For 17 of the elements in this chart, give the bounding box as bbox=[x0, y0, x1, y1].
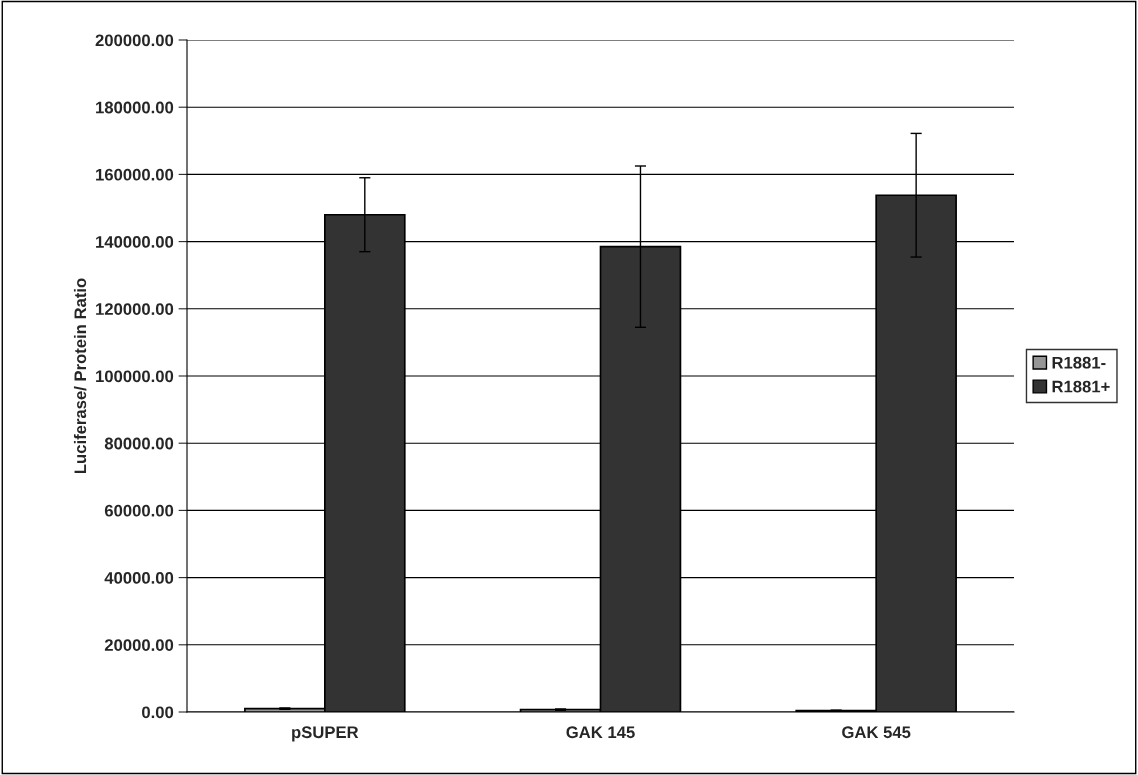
y-tick-label: 160000.00 bbox=[96, 168, 174, 181]
x-tick-label: GAK 145 bbox=[566, 726, 635, 739]
x-tick-label: pSUPER bbox=[292, 726, 359, 742]
legend-label: R1881- bbox=[1052, 356, 1106, 369]
legend-label: R1881+ bbox=[1052, 380, 1110, 393]
y-tick-label: 140000.00 bbox=[96, 236, 174, 248]
y-tick-label: 60000.00 bbox=[104, 504, 174, 517]
x-tick-label: GAK 545 bbox=[842, 726, 911, 739]
y-tick-label: 180000.00 bbox=[96, 101, 174, 114]
y-tick-label: 80000.00 bbox=[104, 437, 174, 450]
y-tick-label: 100000.00 bbox=[96, 370, 174, 383]
y-tick-label: 200000.00 bbox=[95, 34, 174, 47]
y-tick-label: 120000.00 bbox=[96, 303, 174, 315]
y-tick-label: 0.00 bbox=[142, 706, 174, 719]
y-axis-title: Luciferase/ Protein Ratio bbox=[73, 278, 87, 474]
y-tick-label: 20000.00 bbox=[104, 639, 174, 651]
y-tick-label: 40000.00 bbox=[104, 572, 174, 584]
